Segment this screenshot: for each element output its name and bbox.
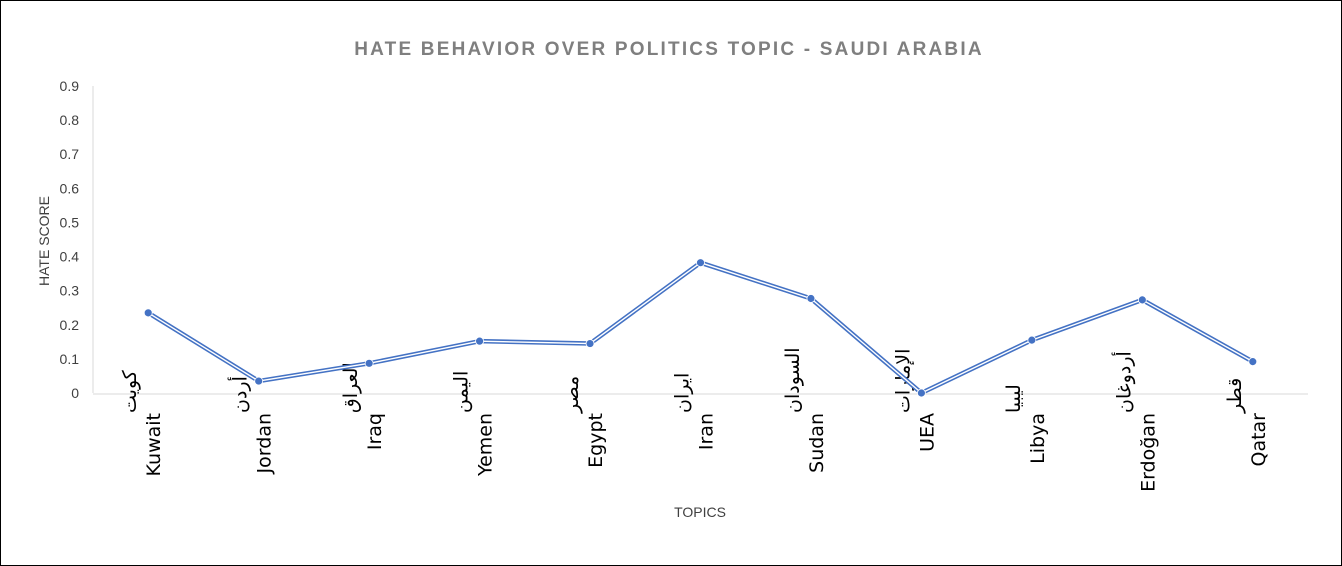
x-tick-label-arabic: السودان [782, 347, 804, 413]
y-tick-label: 0.3 [60, 283, 80, 299]
y-tick-label: 0 [71, 385, 79, 401]
x-tick-label-english: Erdoğan [1137, 413, 1159, 492]
data-point [917, 388, 926, 398]
data-point [254, 376, 264, 386]
x-tick-label-english: UEA [916, 413, 938, 452]
series-hate-score [143, 258, 1258, 398]
y-tick-label: 0.2 [60, 317, 80, 333]
x-tick-label-arabic: أردوغان [1111, 351, 1135, 413]
x-tick-label-arabic: العراق [340, 362, 362, 413]
x-tick-label-arabic: أردن [228, 376, 252, 413]
data-point [806, 294, 816, 303]
y-axis-label: HATE SCORE [36, 196, 52, 286]
x-tick-label-arabic: مصر [561, 376, 583, 414]
y-tick-label: 0.6 [60, 180, 80, 196]
x-tick-label-english: Sudan [806, 413, 828, 473]
x-tick-label-english: Iran [696, 413, 718, 450]
x-tick-label-arabic: ايران [672, 373, 694, 413]
y-tick-label: 0.8 [60, 112, 80, 128]
series-line [147, 260, 1254, 396]
x-tick-label-arabic: قطر [1224, 378, 1246, 414]
y-tick-label: 0.4 [60, 249, 80, 265]
x-tick-label-english: Qatar [1248, 413, 1270, 467]
data-point [1027, 335, 1037, 345]
data-point [475, 336, 484, 346]
x-tick-label-english: Libya [1027, 413, 1049, 464]
y-tick-label: 0.5 [60, 214, 80, 230]
data-point [143, 308, 153, 318]
x-tick-label-english: Kuwait [143, 413, 165, 476]
y-tick-label: 0.9 [60, 78, 80, 94]
x-tick-label-arabic: كويت [119, 369, 141, 413]
data-point [364, 358, 374, 368]
data-point [585, 339, 595, 348]
x-tick-label-english: Jordan [254, 413, 276, 474]
chart-title: HATE BEHAVIOR OVER POLITICS TOPIC - SAUD… [354, 39, 984, 60]
y-tick-label: 0.7 [60, 146, 80, 162]
y-tick-label: 0.1 [60, 351, 80, 367]
x-tick-label-english: Iraq [364, 413, 386, 450]
data-point [696, 258, 705, 268]
x-axis-label: TOPICS [674, 504, 726, 520]
x-tick-label-english: Egypt [585, 413, 607, 468]
x-tick-label-arabic: ليبيا [1003, 384, 1025, 413]
x-tick-label-arabic: اليمن [451, 371, 473, 413]
x-tick-label-arabic: الإمارات [892, 349, 914, 413]
data-point [1137, 295, 1147, 305]
x-tick-label-english: Yemen [475, 413, 497, 477]
data-point [1248, 357, 1258, 367]
y-axis: 0 0.1 0.2 0.3 0.4 0.5 0.6 0.7 0.8 0.9 [60, 78, 94, 401]
